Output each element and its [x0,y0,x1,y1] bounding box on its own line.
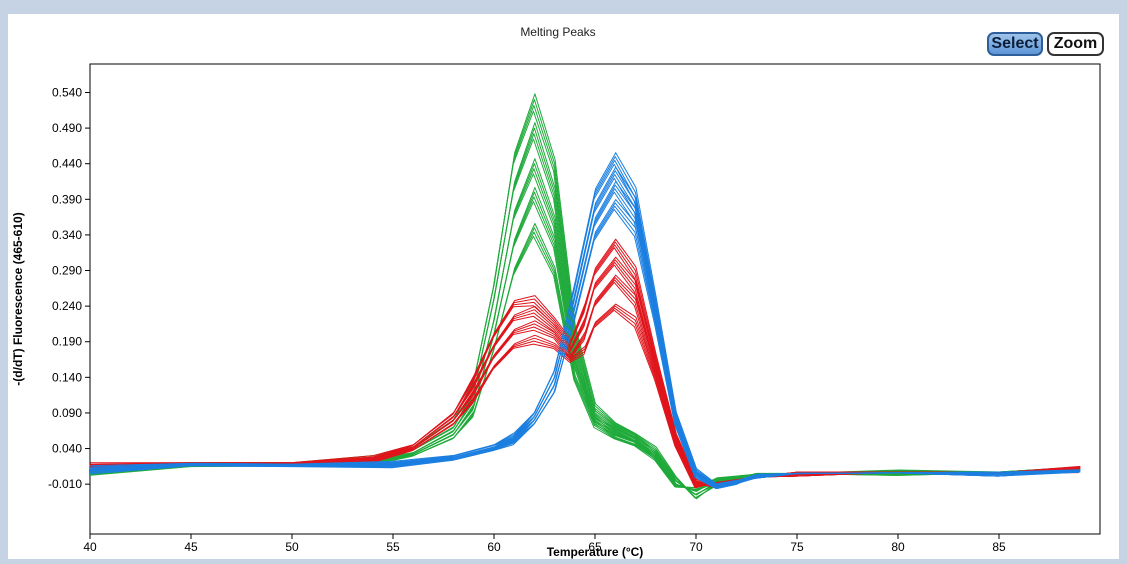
series-line-blue [89,174,1080,486]
y-axis: -0.010 0.040 0.090 0.140 0.190 0.240 0.290 0.34… [48,85,90,491]
y-tick-label: 0.440 [52,157,82,171]
x-tick-label: 85 [992,540,1006,554]
y-tick-label: 0.290 [52,264,82,278]
series-line-green [90,158,1081,492]
series-line-blue [89,170,1080,487]
y-tick-label: 0.240 [52,299,82,313]
series-line-blue [89,202,1080,489]
chart-panel: Melting Peaks -0.010 0.040 0.090 0.140 0.190… [8,14,1119,559]
series-group [88,93,1081,500]
series-line-blue [90,166,1081,487]
series-line-green [89,127,1080,496]
series-line-green [89,133,1080,496]
series-line-blue [89,205,1080,489]
series-line-green [88,138,1079,495]
y-tick-label: 0.340 [52,228,82,242]
x-tick-label: 80 [891,540,905,554]
chart-title: Melting Peaks [520,25,595,39]
y-tick-label: 0.540 [52,85,82,99]
y-axis-label: -(d/dT) Fluorescence (465-610) [11,212,25,385]
y-tick-label: 0.490 [52,121,82,135]
x-tick-label: 70 [689,540,703,554]
x-tick-label: 45 [184,540,198,554]
x-axis-label: Temperature (°C) [547,545,644,559]
series-line-green [89,104,1080,499]
series-line-blue [90,199,1081,490]
series-line-green [89,99,1080,499]
melting-peaks-chart: Melting Peaks -0.010 0.040 0.090 0.140 0.190… [11,25,1101,559]
y-tick-label: 0.040 [52,442,82,456]
y-tick-label: 0.390 [52,192,82,206]
x-axis: 40 45 50 55 60 65 70 75 80 85 [83,534,1006,554]
x-tick-label: 65 [588,540,602,554]
y-tick-label: 0.140 [52,370,82,384]
zoom-button[interactable]: Zoom [1047,32,1104,56]
series-line-green [89,163,1080,492]
x-tick-label: 55 [386,540,400,554]
x-tick-label: 75 [790,540,804,554]
y-tick-label: 0.090 [52,406,82,420]
series-line-green [88,110,1079,499]
series-line-green [89,168,1080,492]
series-line-blue [88,177,1079,486]
series-line-blue [88,208,1079,489]
series-line-green [88,173,1079,492]
series-line-green [90,93,1081,500]
x-tick-label: 60 [487,540,501,554]
select-button[interactable]: Select [987,32,1043,56]
x-tick-label: 40 [83,540,97,554]
y-tick-label: -0.010 [48,477,82,491]
y-tick-label: 0.190 [52,335,82,349]
x-tick-label: 50 [285,540,299,554]
